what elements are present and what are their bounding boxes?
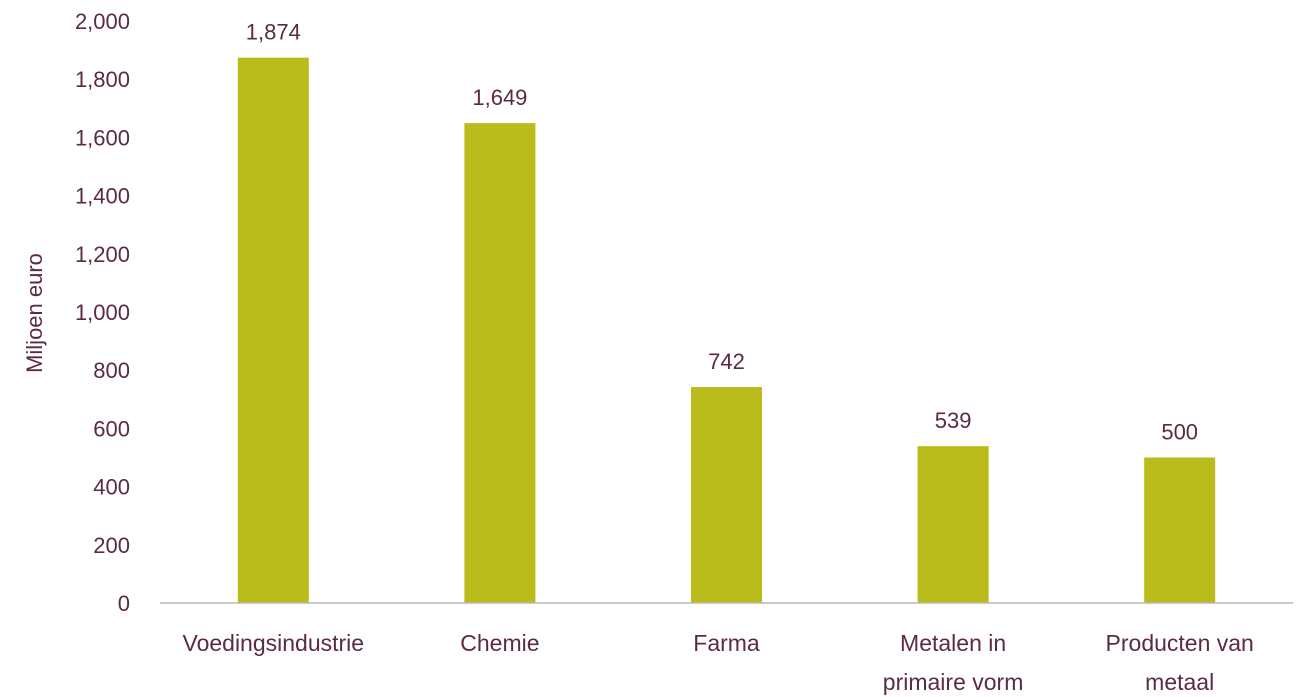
x-tick-label: Chemie: [460, 630, 539, 656]
x-tick-label: primaire vorm: [883, 669, 1024, 695]
x-tick-label: Voedingsindustrie: [183, 630, 365, 656]
y-tick-label: 1,400: [75, 184, 130, 209]
y-tick-label: 2,000: [75, 9, 130, 34]
y-tick-label: 800: [93, 358, 130, 383]
data-label: 1,874: [246, 20, 301, 45]
y-axis-title: Miljoen euro: [22, 253, 47, 373]
x-tick-label: metaal: [1145, 669, 1214, 695]
data-label: 1,649: [472, 85, 527, 110]
x-tick-label: Producten van: [1106, 630, 1254, 656]
data-label: 500: [1161, 420, 1198, 445]
y-tick-label: 1,600: [75, 125, 130, 150]
data-label: 742: [708, 349, 745, 374]
data-labels-group: 1,874 1,649 742 539 500: [246, 20, 1198, 445]
y-tick-label: 1,000: [75, 300, 130, 325]
x-tick-label: Metalen in: [900, 630, 1006, 656]
y-tick-label: 400: [93, 475, 130, 500]
bar: [237, 57, 309, 603]
y-tick-label: 1,800: [75, 67, 130, 92]
bar: [917, 446, 989, 603]
y-tick-label: 600: [93, 416, 130, 441]
y-tick-label: 0: [118, 591, 130, 616]
y-axis: 0 200 400 600 800 1,000 1,200 1,400 1,600 1,800 2,…: [75, 9, 130, 616]
x-axis: Voedingsindustrie Chemie Farma Metalen in pr…: [183, 630, 1254, 695]
x-tick-label: Farma: [693, 630, 760, 656]
bars-group: [237, 57, 1216, 604]
y-tick-label: 1,200: [75, 242, 130, 267]
data-label: 539: [935, 408, 972, 433]
bar: [464, 123, 536, 604]
bar: [691, 387, 762, 603]
bar: [1144, 457, 1216, 603]
y-tick-label: 200: [93, 533, 130, 558]
